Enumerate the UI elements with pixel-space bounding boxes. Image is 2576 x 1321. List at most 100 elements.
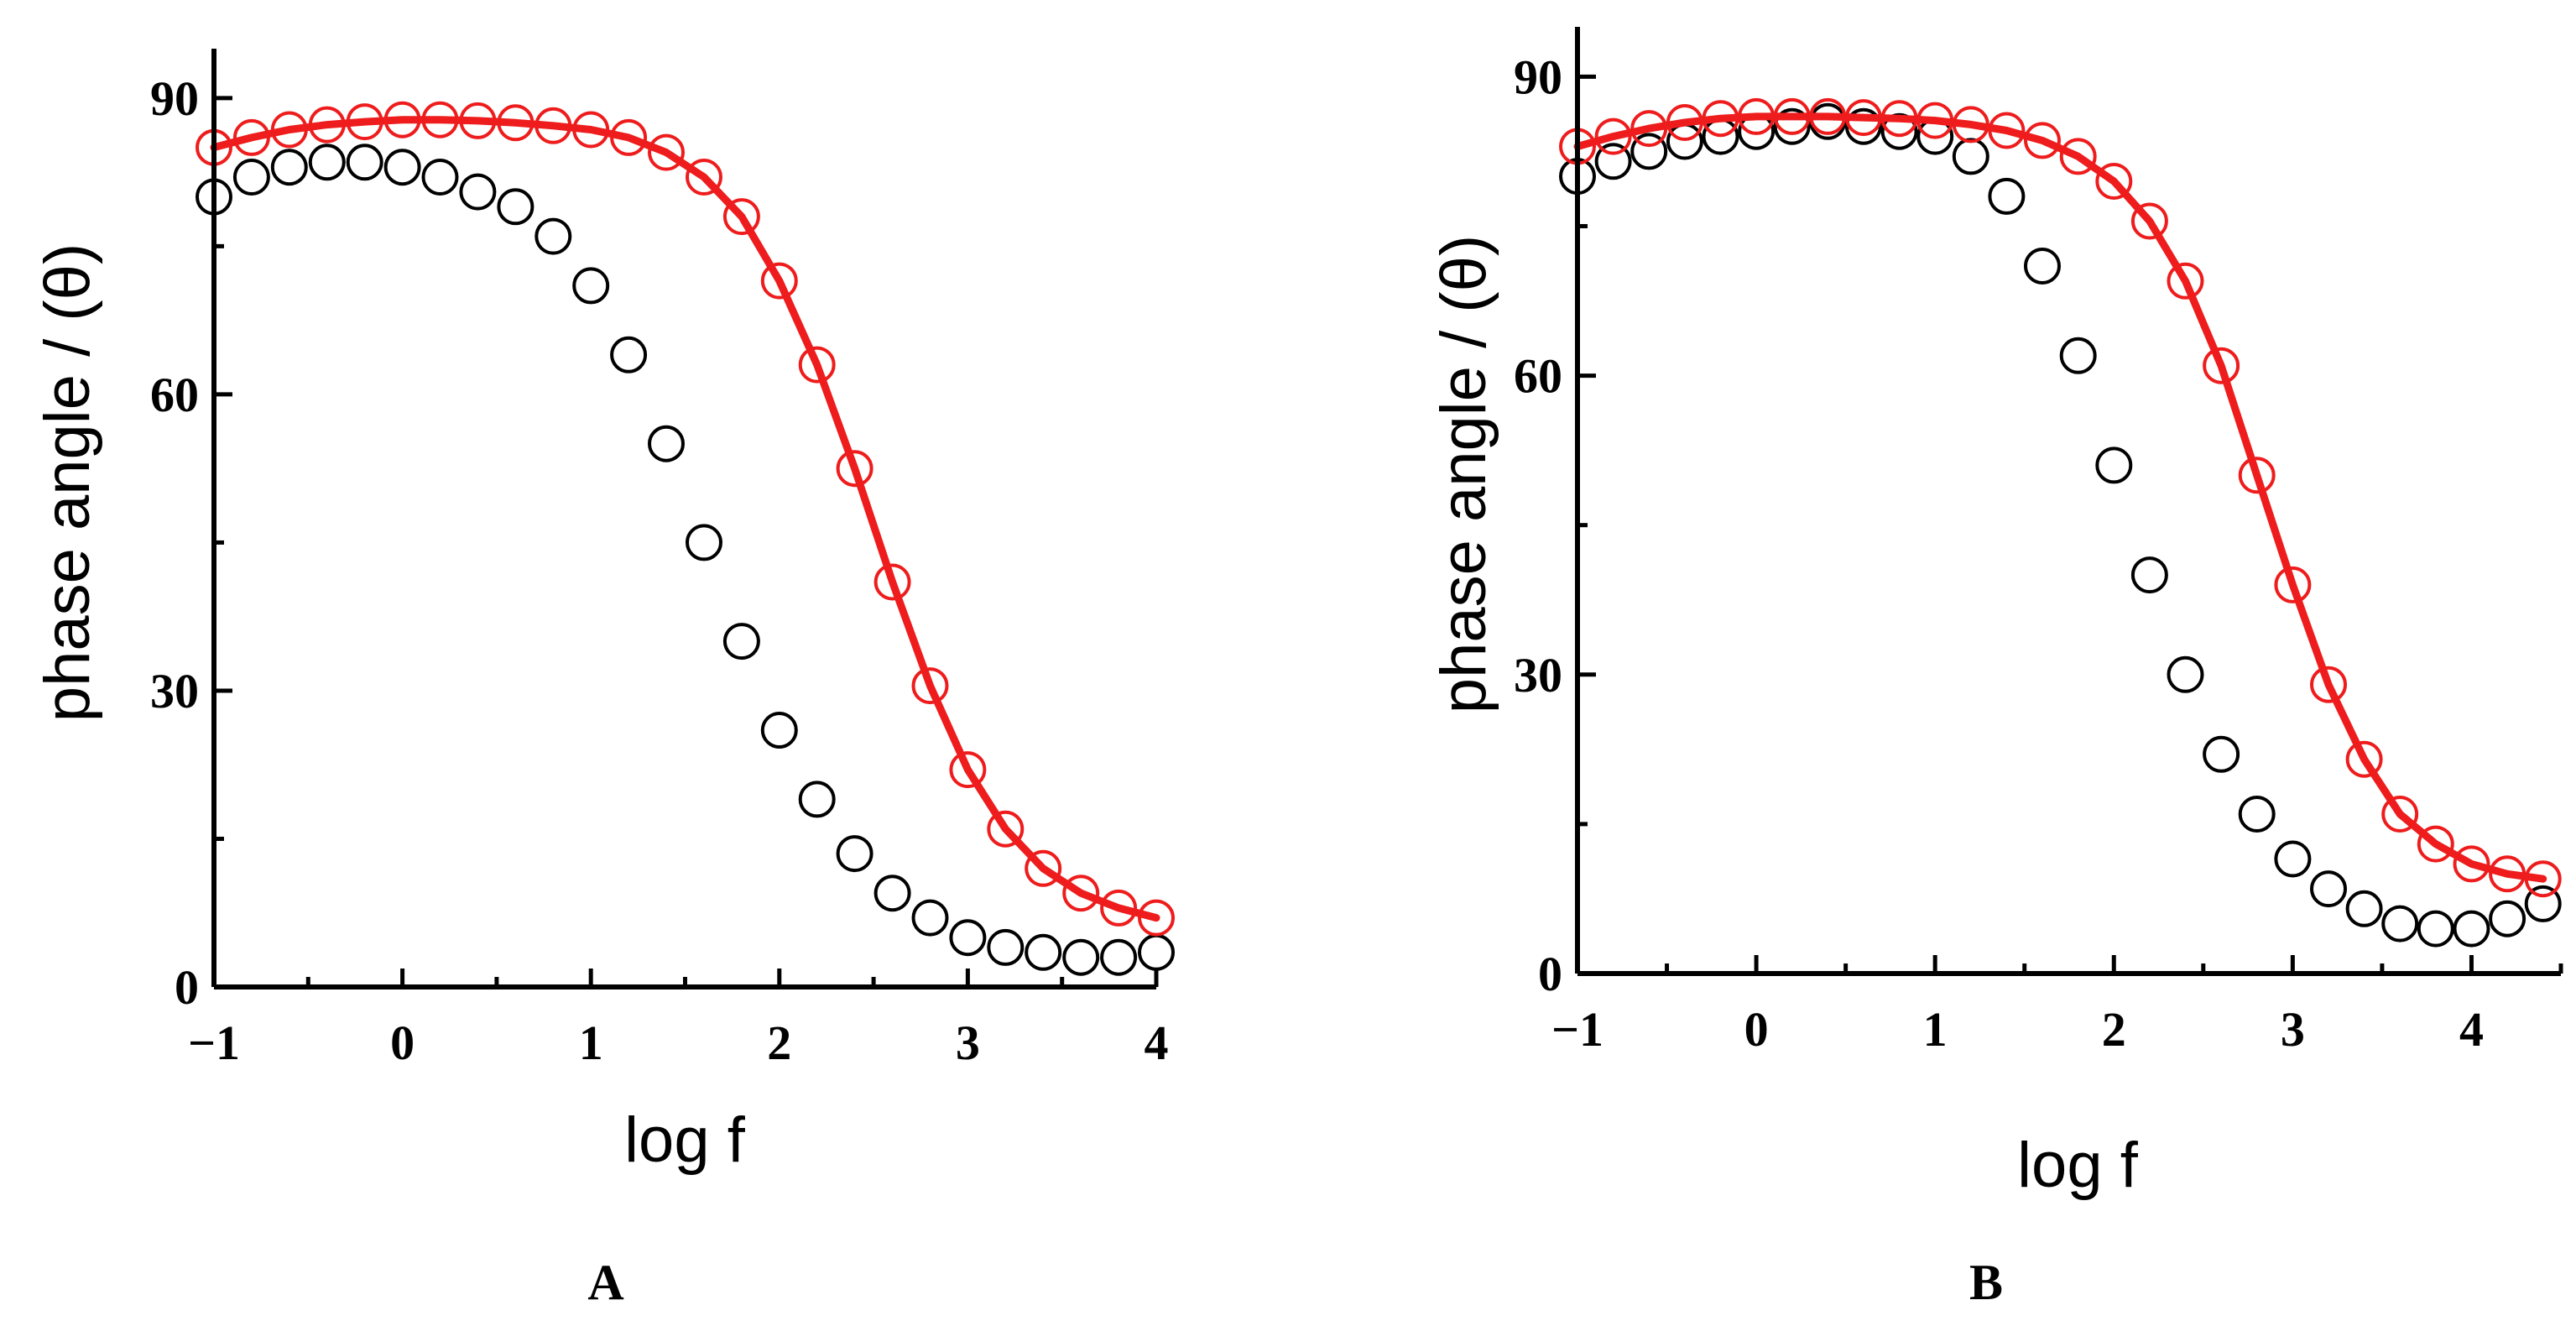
panel-b-red-point: [1809, 97, 1847, 135]
panel-b-x-tick-label: −1: [1551, 1002, 1603, 1057]
panel-b-red-point: [2238, 457, 2276, 494]
panel-a-red-point: [987, 810, 1025, 848]
panel-a-red-point: [270, 111, 308, 149]
panel-b-black-point: [2130, 556, 2168, 594]
panel-a-x-tick-label: 1: [579, 1016, 603, 1070]
panel-a-red-fit-line: [210, 116, 1160, 922]
panel-b-red-point: [1666, 104, 1703, 141]
panel-a-black-point: [421, 159, 459, 196]
panel-b-y-axis-title: phase angle / (θ): [1428, 235, 1499, 713]
panel-a-black-point: [798, 781, 836, 818]
panel-b-x-tick-label: 3: [2281, 1002, 2305, 1057]
panel-a-x-tick-label: 4: [1145, 1016, 1169, 1070]
panel-a-black-point: [572, 267, 610, 305]
panel-a-y-axis-title: phase angle / (θ): [32, 243, 103, 722]
panel-b-red-point: [1880, 100, 1918, 138]
panel-b-red-point: [2381, 796, 2419, 833]
panel-b-x-axis-title: log f: [2017, 1130, 2139, 1201]
panel-b-y-tick-label: 90: [1514, 50, 1562, 104]
panel-a-red-point: [722, 198, 760, 236]
panel-b-black-point: [2345, 890, 2383, 927]
panel-a-black-point: [686, 524, 722, 561]
panel-a-red-point: [1062, 875, 1100, 912]
panel-b-black-point: [1952, 138, 1989, 175]
panel-a-black-point: [308, 144, 346, 181]
panel-b-red-point: [1594, 117, 1632, 155]
panel-a-black-point: [1138, 933, 1175, 971]
panel-b-red-point: [2345, 740, 2383, 778]
panel-a-black-point: [383, 149, 421, 186]
panel-a-black-point: [459, 173, 497, 211]
panel-a-y-tick-label: 0: [175, 960, 199, 1015]
panel-b-red-point: [1844, 99, 1882, 137]
panel-b-red-fit-line: [1573, 112, 2547, 883]
panel-b-red-point: [2274, 566, 2312, 603]
panel-b-red-point: [2130, 202, 2168, 240]
panel-b-black-point: [2381, 905, 2419, 942]
panel-a-red-point: [1100, 889, 1138, 927]
panel-a-x-tick-label: −1: [188, 1016, 240, 1070]
panel-b-red-point: [2489, 855, 2526, 893]
panel-a-red-point: [686, 159, 722, 196]
panel-a-black-point: [911, 899, 949, 937]
panel-b-y-tick-label: 60: [1514, 349, 1562, 404]
panel-b-red-point: [1952, 106, 1989, 144]
panel-b-red-point: [2095, 163, 2133, 200]
panel-b-red-point: [1916, 102, 1954, 139]
panel-a-red-point: [798, 346, 836, 384]
panel-a-black-point: [987, 928, 1025, 966]
panel-b-black-point: [2524, 885, 2562, 922]
panel-b-label: B: [1969, 1255, 2003, 1310]
panel-a-red-point: [421, 101, 459, 138]
panel-a-y-tick-label: 60: [150, 368, 199, 422]
panel-a-black-point: [722, 623, 760, 660]
panel-b-red-point: [1630, 110, 1668, 148]
panel-b-black-point: [2095, 446, 2133, 484]
panel-a-x-axis-title: log f: [624, 1104, 746, 1176]
panel-b-marks: [1559, 97, 2562, 948]
panel-b-black-point: [2203, 735, 2240, 773]
panel-b-y-tick-label: 30: [1514, 648, 1562, 702]
panel-a-red-point: [648, 133, 685, 171]
panel-b-red-point: [1988, 112, 2026, 149]
panel-b-black-point: [2453, 910, 2490, 948]
panel-b-x-tick-label: 2: [2102, 1002, 2126, 1057]
panel-b-red-point: [2524, 860, 2562, 898]
panel-b-black-point: [2059, 337, 2097, 374]
panel-a-black-point: [270, 149, 308, 186]
panel-a-red-point: [760, 262, 798, 300]
panel-b-black-point: [2310, 870, 2347, 908]
panel-a-red-point: [346, 103, 383, 141]
panel-b-red-point: [2453, 845, 2490, 883]
panel-a-red-point: [1138, 899, 1175, 937]
panel-a-black-point: [648, 425, 685, 462]
panel-b-black-point: [1630, 133, 1668, 170]
panel-b-black-point: [1844, 107, 1882, 145]
panel-b-red-point: [2203, 347, 2240, 384]
panel-b-black-point: [1594, 143, 1632, 180]
panel-a-y-tick-label: 90: [150, 71, 199, 126]
panel-a-red-point: [911, 667, 949, 705]
panel-a-red-point: [610, 118, 648, 156]
panel-a-red-point: [572, 111, 610, 149]
panel-b-black-point: [2167, 655, 2204, 693]
panel-b-x-tick-label: 0: [1744, 1002, 1769, 1057]
panel-a-black-point: [836, 835, 873, 873]
panel-a-black-point: [949, 919, 987, 957]
panel-a-x-tick-label: 3: [956, 1016, 980, 1070]
panel-a-red-point: [308, 106, 346, 144]
panel-b-black-point: [2274, 840, 2312, 878]
panel-a-black-point: [1100, 938, 1138, 976]
panel-a-red-point: [534, 107, 572, 144]
panel-a-black-point: [346, 144, 383, 181]
panel-b-red-point: [2024, 122, 2061, 159]
panel-a-black-point: [760, 712, 798, 749]
panel-b-black-point: [1988, 177, 2026, 215]
panel-a-black-point: [534, 217, 572, 255]
panel-a-red-point: [949, 751, 987, 789]
panel-a-marks: [196, 101, 1175, 976]
